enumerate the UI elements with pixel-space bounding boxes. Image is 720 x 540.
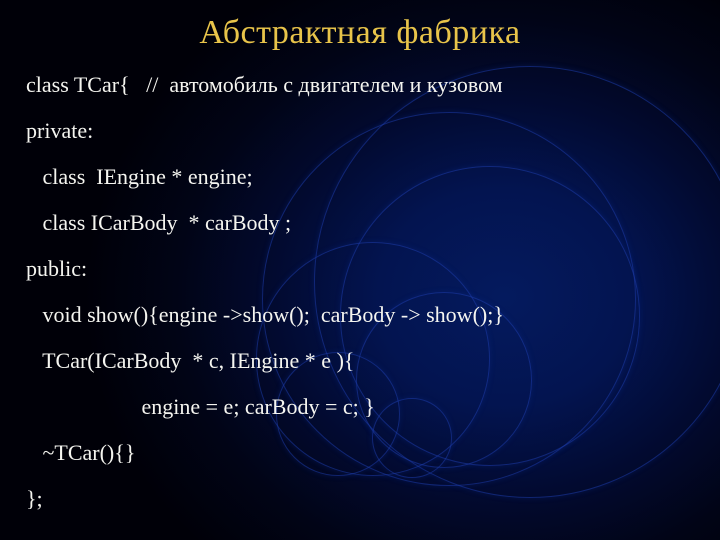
code-line: engine = e; carBody = c; } bbox=[26, 396, 700, 418]
slide: Абстрактная фабрика class TCar{ // автом… bbox=[0, 0, 720, 540]
code-line: ~TCar(){} bbox=[26, 442, 700, 464]
code-line: class IEngine * engine; bbox=[26, 166, 700, 188]
code-line: class TCar{ // автомобиль с двигателем и… bbox=[26, 74, 700, 96]
slide-title: Абстрактная фабрика bbox=[0, 14, 720, 52]
code-line: void show(){engine ->show(); carBody -> … bbox=[26, 304, 700, 326]
code-line: private: bbox=[26, 120, 700, 142]
code-line: }; bbox=[26, 488, 700, 510]
code-line: class ICarBody * carBody ; bbox=[26, 212, 700, 234]
code-line: public: bbox=[26, 258, 700, 280]
code-line: TCar(ICarBody * c, IEngine * e ){ bbox=[26, 350, 700, 372]
slide-body: class TCar{ // автомобиль с двигателем и… bbox=[26, 74, 700, 510]
